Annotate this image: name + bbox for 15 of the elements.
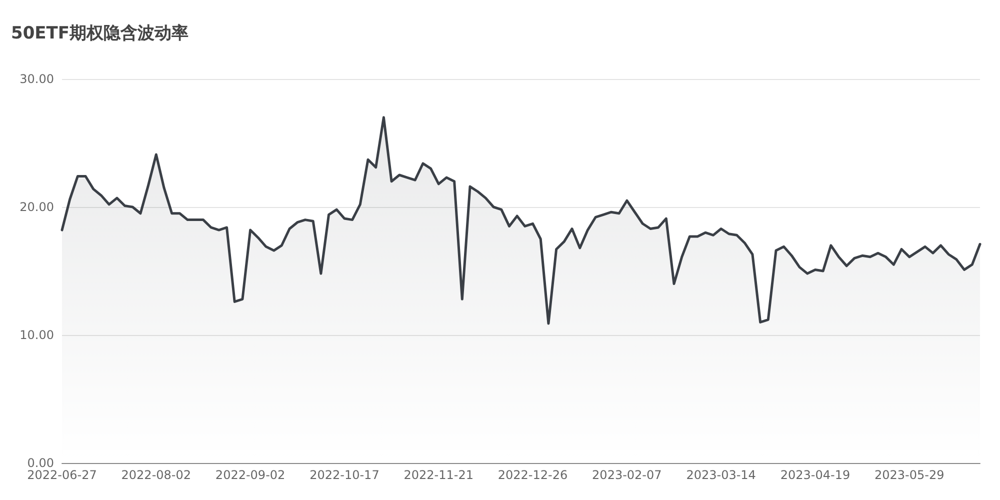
x-tick-label: 2022-12-26 (498, 468, 568, 482)
chart-title: 50ETF期权隐含波动率 (11, 24, 188, 44)
y-tick-label: 20.00 (20, 200, 54, 214)
x-tick-label: 2023-05-29 (874, 468, 944, 482)
y-tick-label: 30.00 (20, 72, 54, 86)
y-tick-label: 0.00 (27, 456, 54, 470)
x-tick-label: 2023-02-07 (592, 468, 662, 482)
y-tick-label: 10.00 (20, 328, 54, 342)
x-tick-label: 2023-04-19 (780, 468, 850, 482)
x-tick-label: 2022-10-17 (310, 468, 380, 482)
x-tick-label: 2023-03-14 (686, 468, 756, 482)
x-tick-label: 2022-06-27 (27, 468, 97, 482)
x-tick-label: 2022-11-21 (404, 468, 474, 482)
x-tick-label: 2022-08-02 (121, 468, 192, 482)
x-tick-label: 2022-09-02 (215, 468, 286, 482)
